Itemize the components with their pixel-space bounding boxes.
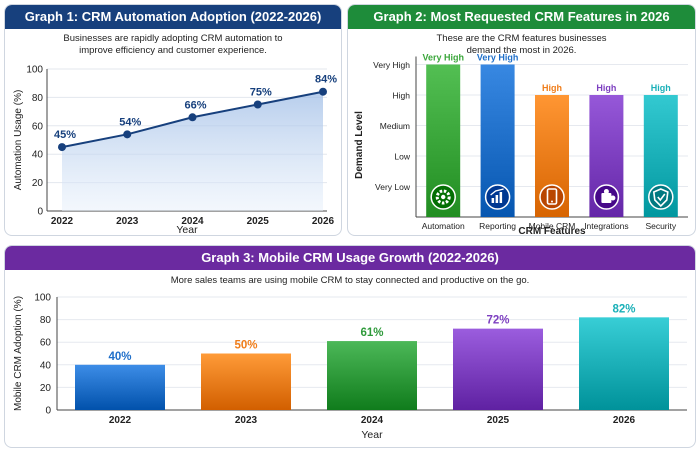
bar-2023 xyxy=(201,353,291,410)
data-label: 50% xyxy=(234,340,257,352)
panel1-subtitle-line1: Businesses are rapidly adopting CRM auto… xyxy=(63,33,283,44)
x-axis-label: CRM Features xyxy=(518,226,586,236)
bar-security xyxy=(643,95,678,217)
x-tick-label: 2022 xyxy=(109,415,132,426)
x-tick-label: Security xyxy=(645,221,676,231)
x-tick-label: 2022 xyxy=(51,216,74,227)
bar-integrations xyxy=(589,95,624,217)
data-label: 72% xyxy=(486,315,509,327)
bar-reporting xyxy=(480,64,515,217)
shield-icon xyxy=(648,184,674,210)
y-axis-label: Automation Usage (%) xyxy=(13,90,24,191)
y-tick-label: 40 xyxy=(32,150,44,161)
bar-2022 xyxy=(75,364,165,410)
y-tick-label: 100 xyxy=(26,65,43,76)
y-axis-label: Mobile CRM Adoption (%) xyxy=(13,296,24,411)
x-tick-label: 2025 xyxy=(487,415,510,426)
x-tick-label: Reporting xyxy=(479,221,516,231)
x-axis-label: Year xyxy=(361,429,383,441)
data-point xyxy=(58,143,66,152)
y-axis-label: Demand Level xyxy=(354,111,365,179)
automation-adoption-panel: Graph 1: CRM Automation Adoption (2022-2… xyxy=(4,4,342,236)
x-tick-label: 2026 xyxy=(312,216,335,227)
bar-mobile-crm xyxy=(535,95,569,217)
x-tick-label: Automation xyxy=(422,221,465,231)
y-tick-label: 60 xyxy=(40,338,52,349)
gear-icon xyxy=(430,184,456,210)
data-label: 66% xyxy=(184,99,206,111)
panel1-subtitle-line2: improve efficiency and customer experien… xyxy=(79,45,267,56)
series-line xyxy=(61,90,324,149)
data-point xyxy=(319,87,327,96)
panel1-subtitle: Businesses are rapidly adopting CRM auto… xyxy=(5,33,341,57)
y-tick-label: 80 xyxy=(40,315,52,326)
y-tick-label: 0 xyxy=(37,207,43,218)
panel2-subtitle: These are the CRM features businesses de… xyxy=(348,33,695,57)
data-point xyxy=(188,113,197,122)
y-level-label: Very High xyxy=(373,60,410,70)
data-label: High xyxy=(542,83,562,93)
x-tick-label: 2026 xyxy=(613,415,636,426)
y-tick-label: 20 xyxy=(40,383,52,394)
data-label: 61% xyxy=(360,327,383,339)
data-point xyxy=(123,130,132,139)
mobile-usage-panel: Graph 3: Mobile CRM Usage Growth (2022-2… xyxy=(4,245,696,448)
y-tick-label: 20 xyxy=(32,178,44,189)
x-tick-label: 2024 xyxy=(361,415,384,426)
data-label: High xyxy=(651,83,671,93)
panel1-title: Graph 1: CRM Automation Adoption (2022-2… xyxy=(5,5,341,29)
y-tick-label: 40 xyxy=(40,360,52,371)
y-level-label: Medium xyxy=(380,121,410,131)
panel3-title: Graph 3: Mobile CRM Usage Growth (2022-2… xyxy=(5,246,695,270)
bar-2026 xyxy=(579,317,669,410)
chart-icon xyxy=(484,184,511,210)
x-axis-label: Year xyxy=(176,224,198,236)
bar-2024 xyxy=(327,341,417,410)
mobile-icon xyxy=(539,184,565,210)
y-tick-label: 60 xyxy=(32,121,44,132)
area-fill xyxy=(62,91,323,211)
data-label: 75% xyxy=(250,87,272,99)
data-point xyxy=(253,100,262,109)
data-label: 45% xyxy=(54,129,76,141)
bar-automation xyxy=(426,64,461,217)
panel2-subtitle-line1: These are the CRM features businesses xyxy=(436,33,607,44)
x-tick-label: Integrations xyxy=(584,221,628,231)
panel3-subtitle: More sales teams are using mobile CRM to… xyxy=(170,275,530,286)
y-level-label: Low xyxy=(394,152,410,162)
data-label: 54% xyxy=(119,116,141,128)
y-tick-label: 100 xyxy=(34,293,51,304)
data-label: High xyxy=(596,83,616,93)
y-level-label: High xyxy=(393,91,411,101)
y-tick-label: 80 xyxy=(32,93,44,104)
x-tick-label: 2024 xyxy=(181,216,204,227)
x-tick-label: 2023 xyxy=(116,216,139,227)
puzzle-icon xyxy=(593,184,620,210)
panel2-title: Graph 2: Most Requested CRM Features in … xyxy=(348,5,695,29)
data-label: 40% xyxy=(108,351,131,363)
requested-features-panel: Graph 2: Most Requested CRM Features in … xyxy=(347,4,696,236)
x-tick-label: Mobile CRM xyxy=(529,221,576,231)
y-tick-label: 0 xyxy=(45,406,51,417)
x-tick-label: 2023 xyxy=(235,415,258,426)
data-label: 82% xyxy=(612,303,635,315)
panel2-subtitle-line2: demand the most in 2026. xyxy=(466,45,577,56)
x-tick-label: 2025 xyxy=(247,216,270,227)
data-label: 84% xyxy=(315,74,337,86)
bar-2025 xyxy=(453,328,543,410)
y-level-label: Very Low xyxy=(375,182,411,192)
